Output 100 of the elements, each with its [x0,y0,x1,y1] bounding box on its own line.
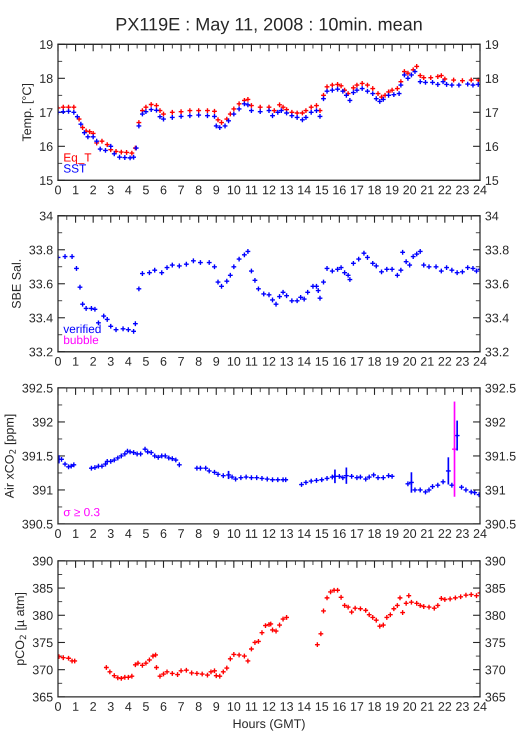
y-tick-label: 391.5 [22,452,53,461]
x-tick-label: 15 [316,186,328,194]
x-tick-label: 15 [316,357,328,366]
x-tick-label: 6 [160,529,166,538]
x-tick-label: 19 [386,186,398,194]
x-axis-title: Hours (GMT) [234,718,305,731]
y2-tick-label: 391.5 [485,452,516,461]
x-tick-label: 16 [333,529,346,538]
x-tick-label: 1 [73,357,78,366]
x-tick-label: 13 [280,186,293,194]
x-tick-label: 20 [403,186,416,194]
y2-tick-label: 17 [486,108,498,117]
x-tick-label: 7 [178,529,184,538]
y-tick-label: 392 [32,418,53,427]
y-tick-label: 16 [40,142,53,151]
x-tick-label: 2 [90,356,96,366]
y2-tick-label: 392.5 [485,384,516,393]
x-tick-label: 8 [196,702,202,711]
x-tick-label: 0 [55,186,61,194]
x-tick-label: 21 [420,702,434,711]
x-tick-label: 2 [90,702,96,711]
x-tick-label: 15 [316,529,328,538]
y-tick-label: 33.4 [29,314,53,322]
x-tick-label: 19 [386,356,398,366]
x-tick-label: 18 [368,186,381,194]
x-tick-label: 19 [386,702,398,711]
x-tick-label: 1 [73,702,78,711]
y2-tick-label: 34 [485,212,498,220]
x-tick-label: 9 [213,186,220,194]
x-tick-label: 12 [263,702,276,711]
x-tick-label: 23 [456,529,469,538]
y2-tick-label: 18 [486,74,498,83]
x-tick-label: 17 [350,186,364,194]
x-tick-label: 24 [474,356,487,366]
x-tick-label: 9 [213,529,220,538]
x-tick-label: 10 [228,186,240,194]
y-tick-label: 380 [32,611,53,620]
y2-tick-label: 390.5 [485,520,516,529]
x-tick-label: 12 [263,356,276,366]
x-tick-label: 2 [90,529,96,538]
x-tick-label: 0 [55,702,61,711]
y2-tick-label: 33.8 [485,246,509,254]
y2-tick-label: 33.2 [485,348,509,356]
x-tick-label: 21 [420,529,434,538]
series-label: Eq_T [64,153,92,164]
x-tick-label: 22 [438,702,452,711]
y-tick-label: 392.5 [22,384,53,393]
x-tick-label: 17 [350,702,364,711]
x-tick-label: 3 [108,356,114,366]
y-axis-title: pCO$_{2}$ [µ atm] [14,592,27,665]
x-tick-label: 12 [263,186,276,194]
y2-tick-label: 391 [485,486,506,495]
x-tick-label: 23 [456,356,469,366]
y2-tick-label: 19 [486,40,498,49]
x-tick-label: 11 [246,702,258,711]
y-tick-label: 33.2 [29,348,53,356]
x-tick-label: 0 [55,356,61,366]
x-tick-label: 22 [438,529,452,538]
x-tick-label: 24 [474,186,487,194]
x-tick-label: 17 [350,357,364,366]
x-tick-label: 21 [420,356,434,366]
x-tick-label: 4 [125,529,132,538]
x-tick-label: 20 [403,702,416,711]
x-tick-label: 15 [316,702,328,711]
x-tick-label: 5 [142,529,149,538]
y-tick-label: 390 [32,556,53,566]
x-tick-label: 18 [368,356,381,366]
x-tick-label: 21 [420,186,434,194]
x-tick-label: 11 [246,529,258,538]
x-tick-label: 7 [178,357,184,366]
x-tick-label: 9 [213,356,220,366]
y-tick-label: 17 [40,108,53,117]
y-tick-label: 365 [32,692,53,702]
x-tick-label: 10 [228,702,240,711]
y2-tick-label: 385 [485,584,506,593]
x-tick-label: 1 [73,529,78,538]
x-tick-label: 8 [196,356,202,366]
x-tick-label: 6 [160,356,166,366]
x-tick-label: 5 [142,186,149,194]
x-tick-label: 22 [438,186,452,194]
series-label: SST [64,164,86,173]
y2-tick-label: 365 [485,692,506,702]
y-tick-label: 18 [40,74,53,83]
x-tick-label: 19 [386,529,398,538]
y2-tick-label: 392 [485,418,506,427]
x-tick-label: 12 [263,529,276,538]
x-tick-label: 11 [246,357,258,366]
y-tick-label: 375 [32,638,53,648]
x-tick-label: 24 [474,702,487,711]
x-tick-label: 7 [178,186,184,194]
chart-title: PX119E : May 11, 2008 : 10min. mean [116,17,422,34]
x-tick-label: 4 [125,702,132,711]
x-tick-label: 2 [90,186,96,194]
x-tick-label: 20 [403,529,416,538]
x-tick-label: 3 [108,702,114,711]
y-tick-label: 33.6 [29,280,53,288]
x-tick-label: 9 [213,702,220,711]
x-tick-label: 10 [228,529,240,538]
y2-tick-label: 375 [485,638,506,648]
x-tick-label: 20 [403,356,416,366]
